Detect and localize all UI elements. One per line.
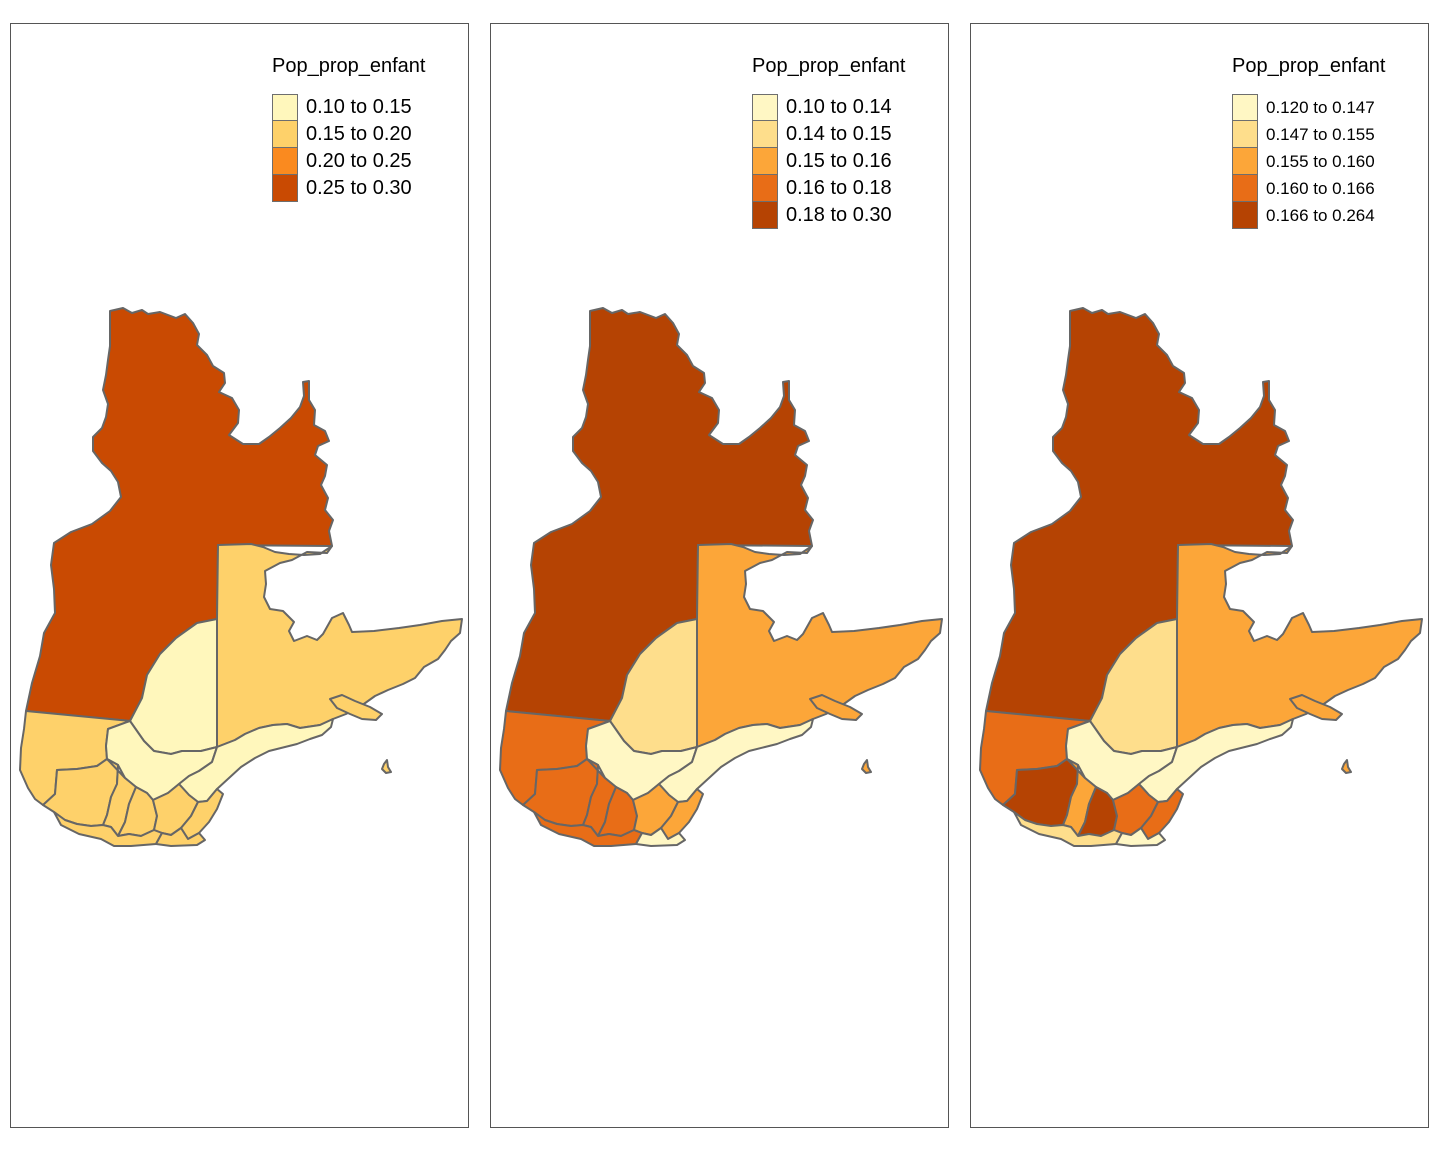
legend-item: 0.120 to 0.147 (1232, 94, 1385, 121)
legend-title: Pop_prop_enfant (752, 55, 906, 77)
legend-swatch (1232, 202, 1258, 229)
region-cote-nord (216, 543, 463, 748)
legend-item: 0.15 to 0.20 (272, 121, 425, 148)
legend-label: 0.10 to 0.15 (306, 96, 412, 118)
region-sud-5 (533, 811, 643, 847)
region-sud-7 (155, 827, 206, 847)
legend-swatch (752, 148, 778, 175)
legend-label: 0.18 to 0.30 (786, 204, 892, 226)
legend-item: 0.155 to 0.160 (1232, 148, 1385, 175)
region-nord-du-quebec (505, 307, 814, 722)
legend-label: 0.120 to 0.147 (1266, 97, 1375, 117)
legend-item: 0.18 to 0.30 (752, 202, 905, 229)
legend-item: 0.166 to 0.264 (1232, 202, 1385, 229)
legend-title: Pop_prop_enfant (1232, 55, 1386, 77)
region-cote-nord (1176, 543, 1423, 748)
legend-label: 0.14 to 0.15 (786, 123, 892, 145)
region-sud-6 (1140, 788, 1184, 840)
legend-swatch (272, 121, 298, 148)
region-sud-7 (1115, 827, 1166, 847)
legend-item: 0.10 to 0.14 (752, 94, 905, 121)
region-sud-5 (53, 811, 163, 847)
region-nord-du-quebec (985, 307, 1294, 722)
choropleth-map-3 (979, 307, 1423, 847)
legend-item: 0.10 to 0.15 (272, 94, 425, 121)
choropleth-map-1 (19, 307, 463, 847)
region-anticosti-island (329, 694, 383, 721)
legend-swatch (752, 175, 778, 202)
legend-label: 0.10 to 0.14 (786, 96, 892, 118)
legend-swatch (272, 94, 298, 121)
legend-label: 0.25 to 0.30 (306, 177, 412, 199)
legend-item: 0.160 to 0.166 (1232, 175, 1385, 202)
legend-label: 0.20 to 0.25 (306, 150, 412, 172)
legend-label: 0.155 to 0.160 (1266, 151, 1375, 171)
legend-swatch (752, 121, 778, 148)
legend-1: Pop_prop_enfant 0.10 to 0.15 0.15 to 0.20… (272, 54, 425, 202)
region-nord-du-quebec (25, 307, 334, 722)
legend-title: Pop_prop_enfant (272, 55, 426, 77)
legend-item: 0.14 to 0.15 (752, 121, 905, 148)
legend-swatch (1232, 121, 1258, 148)
region-sud-5 (1013, 811, 1123, 847)
legend-label: 0.147 to 0.155 (1266, 124, 1375, 144)
region-magdalen-islands (381, 759, 392, 774)
legend-3: Pop_prop_enfant 0.120 to 0.147 0.147 to 0… (1232, 54, 1385, 229)
legend-swatch (272, 148, 298, 175)
region-cote-nord (696, 543, 943, 748)
region-sud-7 (635, 827, 686, 847)
legend-item: 0.15 to 0.16 (752, 148, 905, 175)
legend-swatch (1232, 175, 1258, 202)
map-panel-2: Pop_prop_enfant 0.10 to 0.14 0.14 to 0.15… (490, 23, 949, 1128)
region-anticosti-island (1289, 694, 1343, 721)
legend-2: Pop_prop_enfant 0.10 to 0.14 0.14 to 0.15… (752, 54, 905, 229)
region-sud-6 (660, 788, 704, 840)
legend-label: 0.160 to 0.166 (1266, 178, 1375, 198)
legend-swatch (752, 202, 778, 229)
legend-swatch (272, 175, 298, 202)
legend-swatch (1232, 148, 1258, 175)
legend-swatch (752, 94, 778, 121)
choropleth-map-2 (499, 307, 943, 847)
region-magdalen-islands (861, 759, 872, 774)
legend-item: 0.25 to 0.30 (272, 175, 425, 202)
legend-label: 0.16 to 0.18 (786, 177, 892, 199)
region-anticosti-island (809, 694, 863, 721)
region-magdalen-islands (1341, 759, 1352, 774)
legend-label: 0.166 to 0.264 (1266, 205, 1375, 225)
legend-label: 0.15 to 0.20 (306, 123, 412, 145)
region-sud-6 (180, 788, 224, 840)
map-panel-3: Pop_prop_enfant 0.120 to 0.147 0.147 to 0… (970, 23, 1429, 1128)
legend-item: 0.20 to 0.25 (272, 148, 425, 175)
map-panel-1: Pop_prop_enfant 0.10 to 0.15 0.15 to 0.20… (10, 23, 469, 1128)
legend-swatch (1232, 94, 1258, 121)
legend-item: 0.147 to 0.155 (1232, 121, 1385, 148)
legend-item: 0.16 to 0.18 (752, 175, 905, 202)
legend-label: 0.15 to 0.16 (786, 150, 892, 172)
